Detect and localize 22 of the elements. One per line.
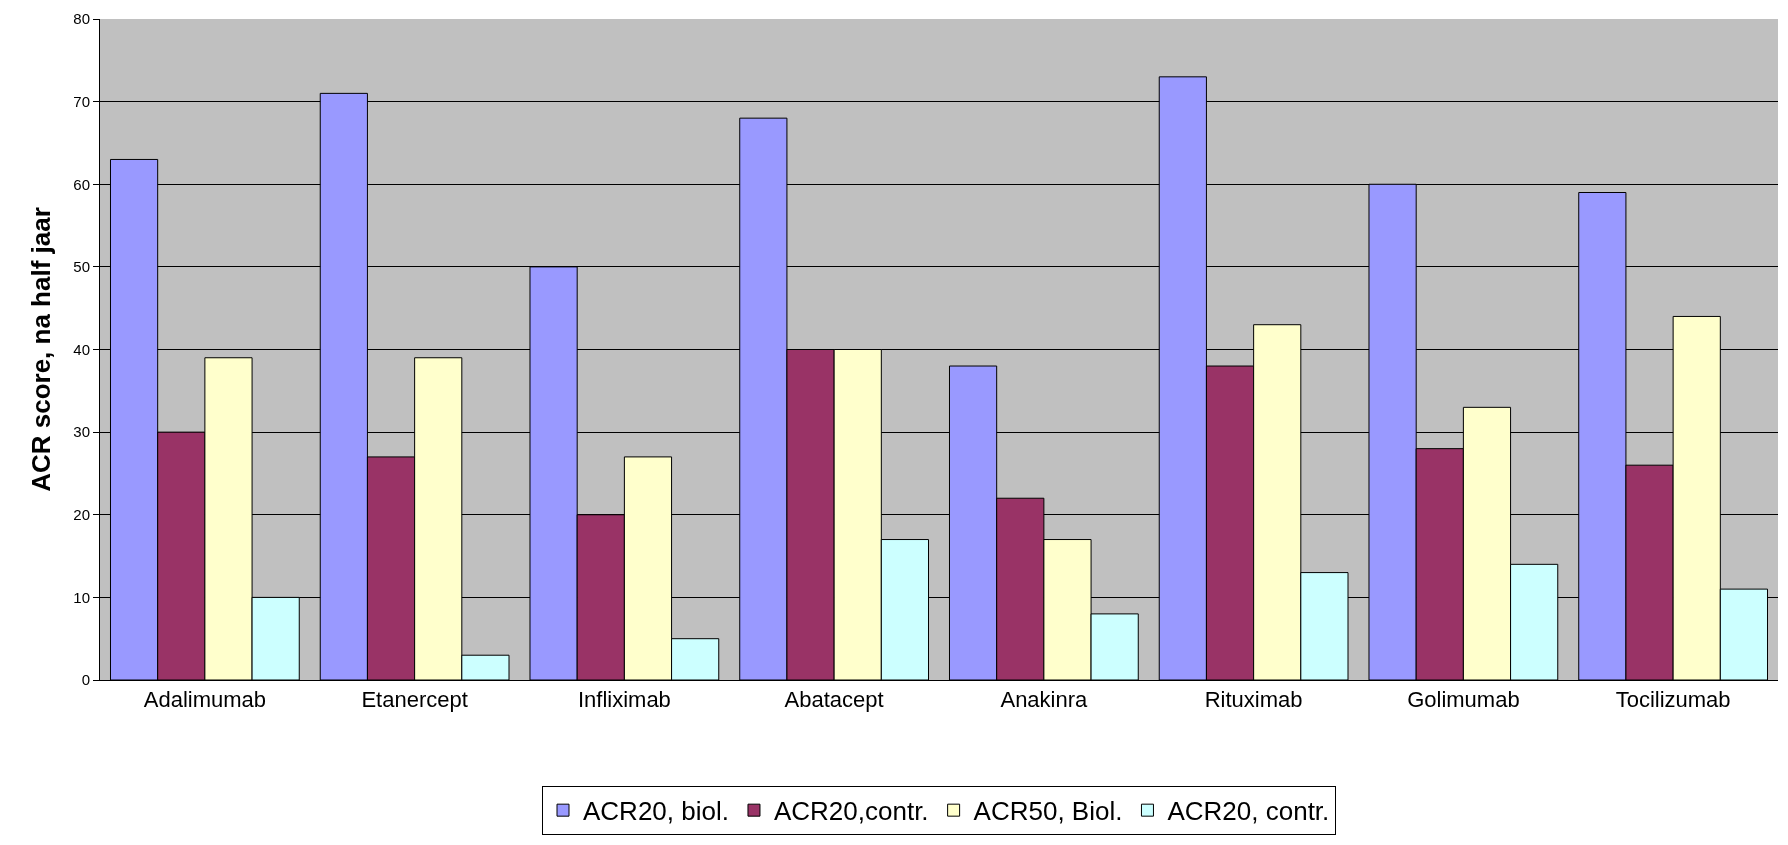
y-tick-label: 50	[73, 258, 90, 276]
y-tick-label: 30	[73, 423, 90, 441]
x-tick-label: Tocilizumab	[1615, 687, 1731, 713]
y-tick-label: 20	[73, 506, 90, 523]
x-tick-label: Rituximab	[1204, 687, 1303, 713]
x-tick-label: Golimumab	[1407, 687, 1520, 713]
legend-label: ACR20, biol.	[583, 796, 729, 827]
y-tick-label: 60	[73, 175, 90, 193]
y-tick-label: 70	[73, 92, 90, 110]
y-tick-label: 0	[81, 671, 90, 689]
y-tick-label: 40	[73, 340, 90, 358]
x-tick-label: Infliximab	[577, 687, 671, 713]
y-tick-label: 10	[73, 588, 90, 606]
legend-label: ACR50, Biol.	[973, 796, 1123, 827]
legend-label: ACR20,contr.	[773, 796, 929, 827]
legend-label: ACR20, contr.	[1167, 796, 1330, 827]
x-tick-label: Anakinra	[1000, 687, 1089, 713]
y-axis-title: ACR score, na half jaar	[25, 207, 56, 492]
x-tick-label: Etanercept	[361, 687, 468, 713]
x-tick-label: Abatacept	[784, 687, 884, 713]
y-tick-label: 80	[73, 10, 90, 28]
x-tick-label: Adalimumab	[143, 687, 267, 713]
